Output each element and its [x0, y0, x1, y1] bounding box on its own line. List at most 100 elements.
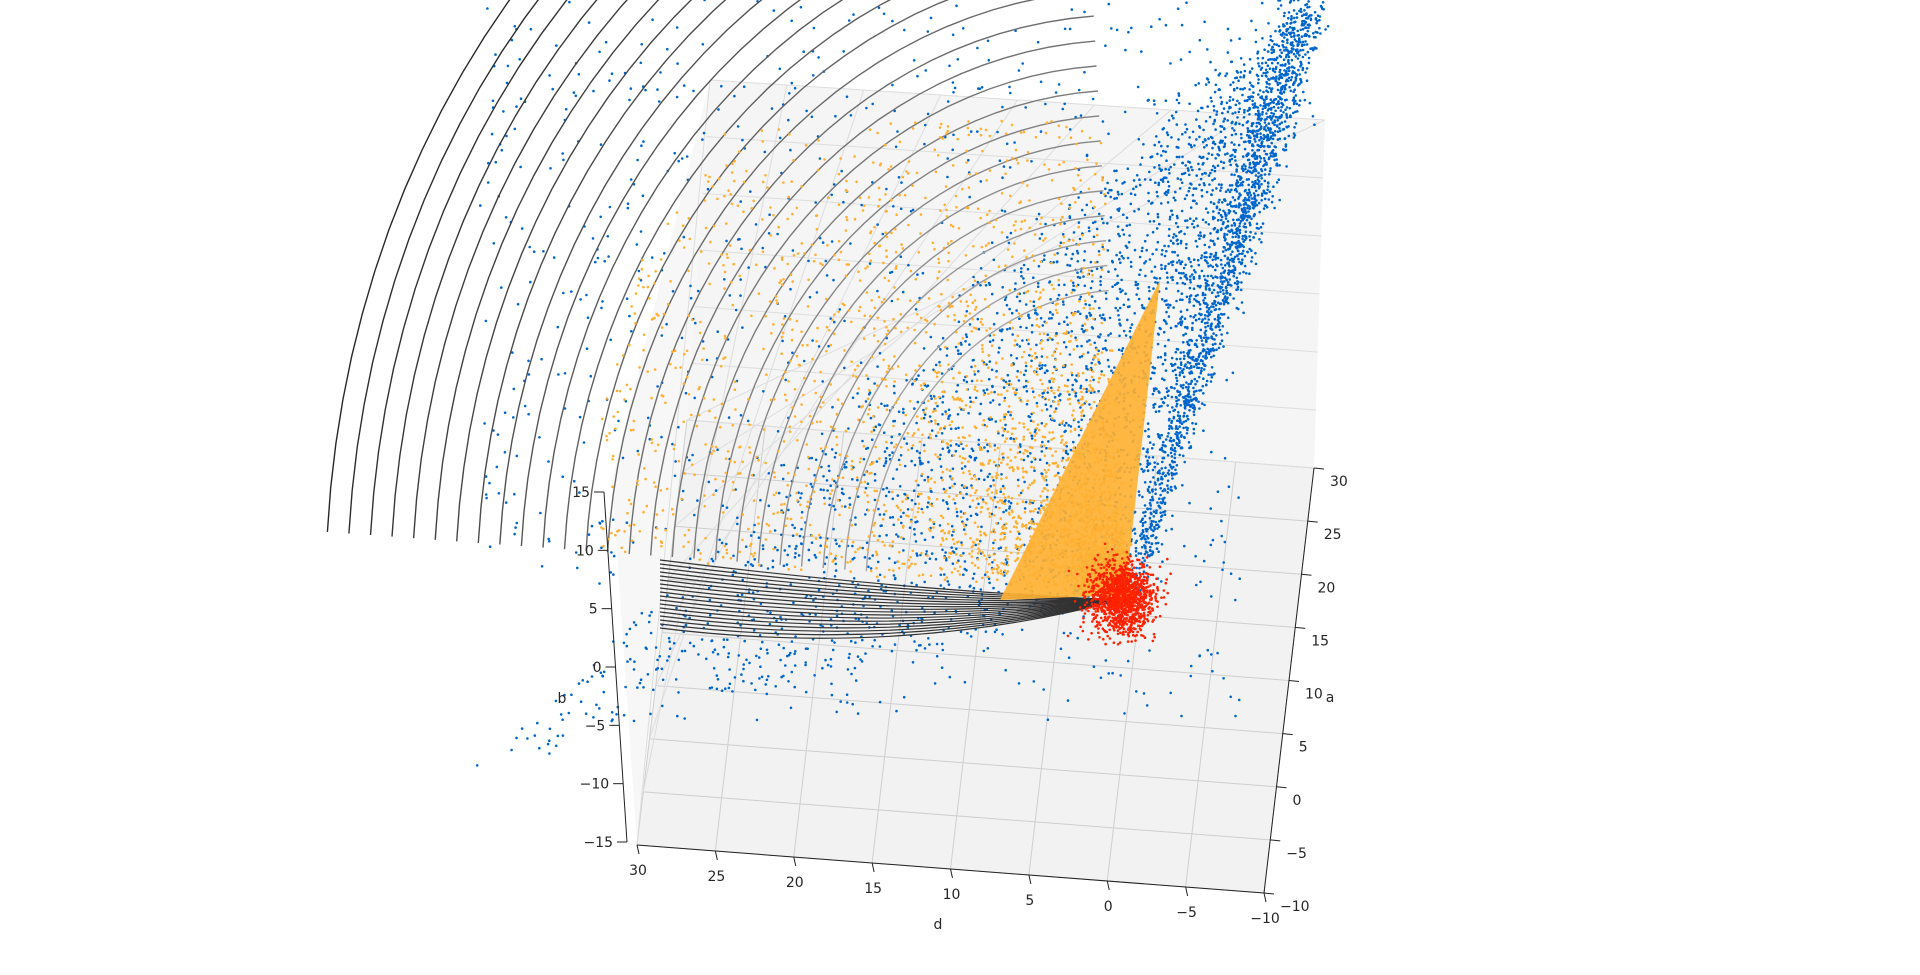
blue-point: [1157, 410, 1161, 413]
blue-point: [610, 711, 614, 714]
blue-point: [1285, 73, 1288, 77]
blue-point: [1274, 29, 1277, 33]
blue-point: [1152, 515, 1156, 518]
blue-point: [1220, 519, 1223, 523]
blue-point: [1243, 69, 1247, 73]
blue-point: [547, 460, 550, 463]
blue-point: [1211, 347, 1215, 350]
blue-point: [1269, 127, 1272, 130]
blue-point: [773, 546, 777, 549]
blue-point: [710, 375, 714, 379]
blue-point: [911, 208, 915, 212]
blue-point: [1247, 188, 1251, 192]
blue-point: [1200, 269, 1204, 273]
blue-point: [888, 516, 892, 519]
blue-point: [833, 479, 836, 483]
blue-point: [1245, 153, 1248, 157]
blue-point: [995, 628, 998, 631]
blue-point: [991, 399, 995, 402]
grid-line-y: [674, 525, 1302, 575]
blue-point: [1192, 277, 1196, 281]
blue-point: [1177, 92, 1180, 95]
blue-point: [1136, 85, 1140, 89]
blue-point: [1211, 265, 1215, 269]
blue-point: [854, 641, 857, 644]
blue-point: [1182, 357, 1186, 361]
blue-point: [1186, 361, 1190, 364]
blue-point: [1196, 224, 1199, 228]
blue-point: [1096, 260, 1099, 264]
blue-point: [1266, 115, 1269, 119]
blue-point: [1242, 116, 1246, 119]
blue-point: [1168, 427, 1171, 431]
blue-point: [982, 649, 986, 653]
blue-point: [1277, 106, 1280, 110]
blue-point: [625, 632, 628, 636]
blue-point: [1212, 255, 1216, 258]
blue-point: [1163, 299, 1166, 303]
blue-point: [1228, 95, 1232, 99]
blue-point: [1301, 27, 1305, 31]
blue-point: [977, 443, 980, 446]
blue-point: [1285, 112, 1288, 116]
blue-point: [1156, 477, 1160, 481]
blue-point: [1229, 163, 1232, 167]
blue-point: [1228, 160, 1231, 163]
blue-point: [1210, 274, 1213, 278]
blue-point: [515, 736, 518, 740]
blue-point: [1152, 389, 1156, 393]
blue-point: [1163, 489, 1167, 492]
blue-point: [1260, 232, 1264, 235]
blue-point: [1195, 366, 1199, 370]
blue-point: [1199, 231, 1202, 234]
blue-point: [761, 640, 764, 644]
blue-point: [1258, 210, 1261, 214]
blue-point: [1105, 348, 1108, 352]
blue-point: [817, 588, 821, 592]
blue-point: [1164, 264, 1167, 268]
blue-point: [663, 252, 666, 255]
blue-point: [1185, 308, 1189, 312]
blue-point: [1234, 211, 1238, 215]
blue-point: [1005, 303, 1009, 307]
blue-point: [1144, 274, 1147, 278]
blue-point: [1116, 309, 1120, 312]
blue-point: [1204, 207, 1208, 210]
blue-point: [903, 492, 906, 496]
blue-point: [1003, 298, 1007, 302]
blue-point: [1004, 668, 1007, 672]
blue-point: [843, 505, 847, 508]
blue-point: [1267, 198, 1271, 201]
blue-point: [742, 679, 745, 683]
blue-point: [1032, 276, 1035, 280]
blue-point: [923, 647, 927, 650]
blue-point: [1222, 245, 1226, 249]
blue-point: [1267, 107, 1271, 111]
blue-point: [1230, 141, 1233, 144]
blue-point: [939, 348, 942, 351]
blue-point: [1273, 145, 1276, 148]
blue-point: [951, 467, 955, 471]
blue-point: [1257, 81, 1260, 85]
blue-point: [1292, 111, 1295, 115]
blue-point: [877, 507, 880, 511]
blue-point: [1201, 343, 1204, 346]
blue-point: [967, 158, 970, 162]
blue-point: [1097, 212, 1101, 216]
blue-point: [1183, 197, 1187, 201]
blue-point: [601, 519, 604, 523]
blue-point: [983, 573, 987, 576]
blue-point: [1203, 331, 1207, 335]
blue-point: [1183, 282, 1187, 286]
blue-point: [1295, 12, 1299, 15]
blue-point: [1263, 145, 1266, 148]
blue-point: [1221, 289, 1225, 292]
blue-point: [1065, 316, 1069, 319]
blue-point: [1216, 264, 1219, 268]
blue-point: [635, 243, 639, 246]
blue-point: [1271, 121, 1274, 124]
blue-point: [950, 534, 954, 537]
blue-point: [1167, 262, 1170, 266]
blue-point: [1283, 87, 1287, 90]
blue-point: [1179, 351, 1183, 354]
